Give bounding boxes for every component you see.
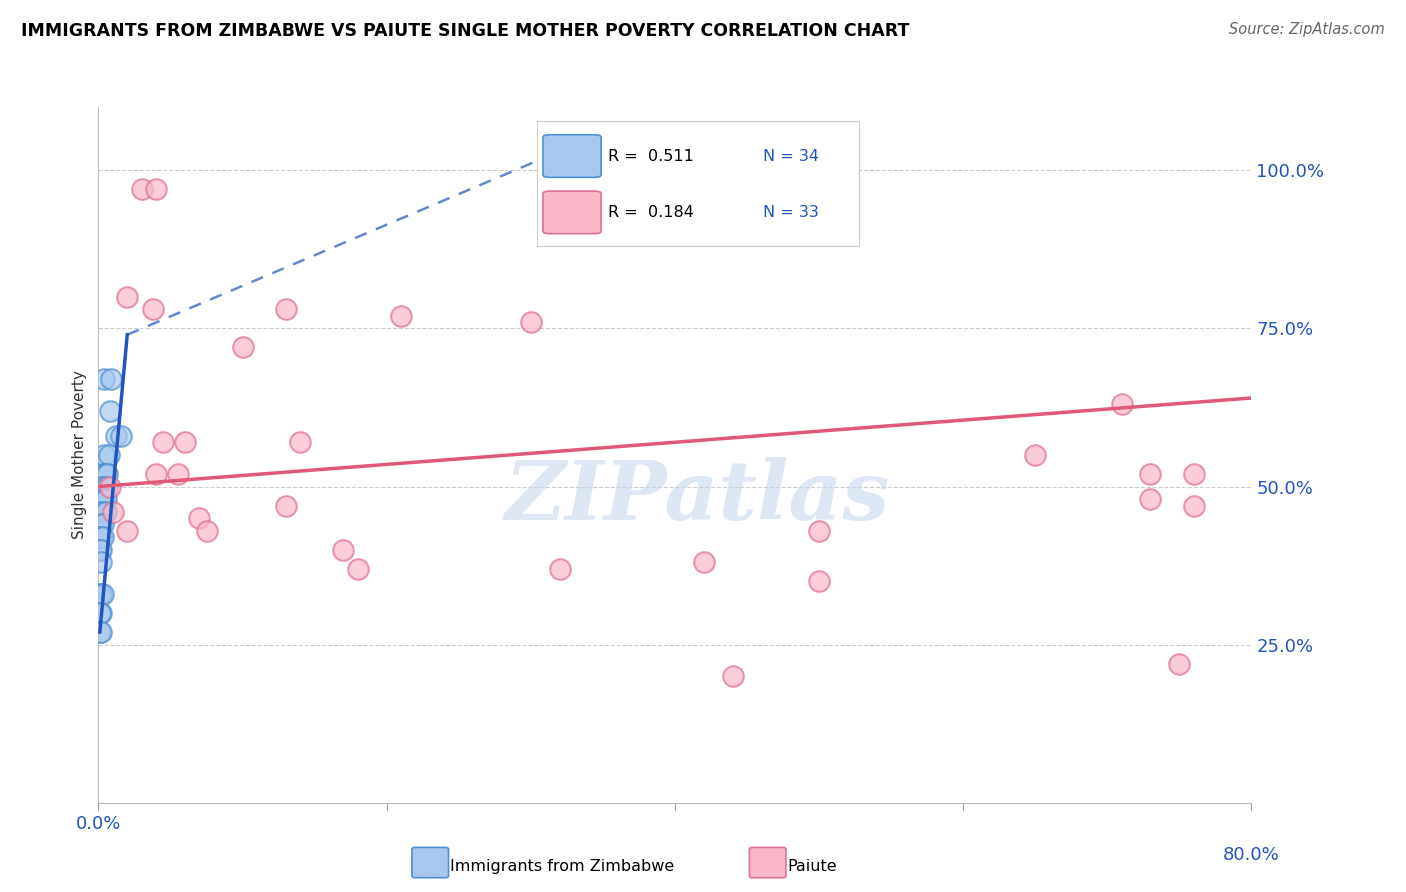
Point — [93, 448, 115, 462]
Point — [274, 302, 297, 317]
Point — [101, 505, 124, 519]
Point — [1111, 397, 1133, 411]
Point — [548, 562, 571, 576]
Point — [89, 625, 111, 640]
Point — [91, 530, 114, 544]
Point — [807, 574, 830, 589]
Text: Source: ZipAtlas.com: Source: ZipAtlas.com — [1229, 22, 1385, 37]
Point — [96, 467, 118, 481]
Point — [1168, 657, 1191, 671]
Y-axis label: Single Mother Poverty: Single Mother Poverty — [72, 370, 87, 540]
Point — [290, 435, 312, 450]
Point — [1024, 448, 1046, 462]
Point — [91, 517, 114, 532]
Point — [97, 448, 120, 462]
Point — [89, 587, 111, 601]
Point — [520, 315, 543, 329]
Point — [89, 505, 111, 519]
Point — [104, 429, 127, 443]
Point — [117, 524, 139, 538]
Point — [91, 467, 114, 481]
Point — [90, 530, 112, 544]
Point — [145, 467, 167, 481]
Point — [89, 530, 111, 544]
Point — [231, 340, 254, 354]
Point — [94, 467, 117, 481]
Point — [152, 435, 174, 450]
Point — [93, 372, 115, 386]
Point — [721, 669, 744, 683]
Point — [332, 542, 354, 557]
Point — [93, 479, 115, 493]
Point — [94, 492, 117, 507]
Point — [807, 524, 830, 538]
Point — [1182, 467, 1205, 481]
Text: ZIPatlas: ZIPatlas — [505, 457, 890, 537]
Text: 80.0%: 80.0% — [1223, 846, 1279, 863]
Point — [145, 182, 167, 196]
Point — [188, 511, 211, 525]
Point — [693, 556, 716, 570]
Point — [89, 606, 111, 620]
Point — [90, 479, 112, 493]
Point — [346, 562, 368, 576]
Point — [98, 403, 121, 417]
Point — [91, 505, 114, 519]
Point — [89, 542, 111, 557]
Point — [117, 290, 139, 304]
Point — [90, 625, 112, 640]
Point — [100, 372, 122, 386]
Point — [389, 309, 412, 323]
Point — [142, 302, 165, 317]
Point — [1139, 467, 1161, 481]
Point — [166, 467, 188, 481]
Text: Paiute: Paiute — [787, 859, 837, 873]
Point — [90, 517, 112, 532]
Point — [91, 587, 114, 601]
Point — [110, 429, 132, 443]
Point — [131, 182, 153, 196]
Point — [94, 505, 117, 519]
Point — [90, 556, 112, 570]
Point — [195, 524, 218, 538]
Point — [174, 435, 197, 450]
Point — [1139, 492, 1161, 507]
Point — [90, 492, 112, 507]
Point — [96, 479, 118, 493]
Text: Immigrants from Zimbabwe: Immigrants from Zimbabwe — [450, 859, 673, 873]
Text: IMMIGRANTS FROM ZIMBABWE VS PAIUTE SINGLE MOTHER POVERTY CORRELATION CHART: IMMIGRANTS FROM ZIMBABWE VS PAIUTE SINGL… — [21, 22, 910, 40]
Point — [90, 587, 112, 601]
Point — [274, 499, 297, 513]
Point — [1182, 499, 1205, 513]
Point — [90, 606, 112, 620]
Point — [98, 479, 121, 493]
Point — [93, 492, 115, 507]
Point — [90, 542, 112, 557]
